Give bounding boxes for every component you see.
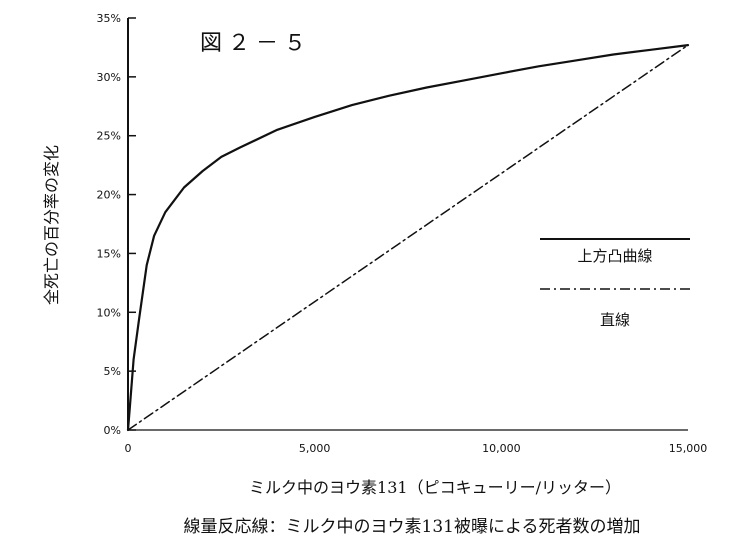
y-tick-label: 5% [104, 365, 121, 378]
x-tick-label: 10,000 [482, 442, 521, 455]
y-axis-label: 全死亡の百分率の変化 [42, 145, 61, 305]
y-tick-label: 10% [97, 306, 121, 319]
legend-label-linear: 直線 [600, 311, 630, 329]
x-tick-label: 5,000 [299, 442, 331, 455]
series-line-convex-curve [126, 43, 690, 432]
x-tick-label: 15,000 [669, 442, 708, 455]
y-tick-label: 35% [97, 12, 121, 25]
y-tick-label: 25% [97, 130, 121, 143]
chart-title: 図２－５ [200, 31, 312, 56]
y-tick-label: 30% [97, 71, 121, 84]
series-group [126, 43, 690, 432]
legend: 上方凸曲線 直線 [540, 238, 690, 329]
series-line-linear [127, 44, 689, 431]
y-tick-label: 0% [104, 424, 121, 437]
y-tick-label: 15% [97, 247, 121, 260]
x-tick-group: 0 5,000 10,000 15,000 [125, 442, 708, 455]
y-tick-group: 0% 5% 10% 15% 20% 25% 30% 35% [97, 12, 136, 437]
figure-caption: 線量反応線：ミルク中のヨウ素131被曝による死者数の増加 [184, 517, 641, 537]
x-tick-label: 0 [125, 442, 132, 455]
legend-label-convex-curve: 上方凸曲線 [577, 247, 652, 265]
x-axis-label: ミルク中のヨウ素131（ピコキューリー/リッター） [249, 478, 621, 497]
y-tick-label: 20% [97, 189, 121, 202]
